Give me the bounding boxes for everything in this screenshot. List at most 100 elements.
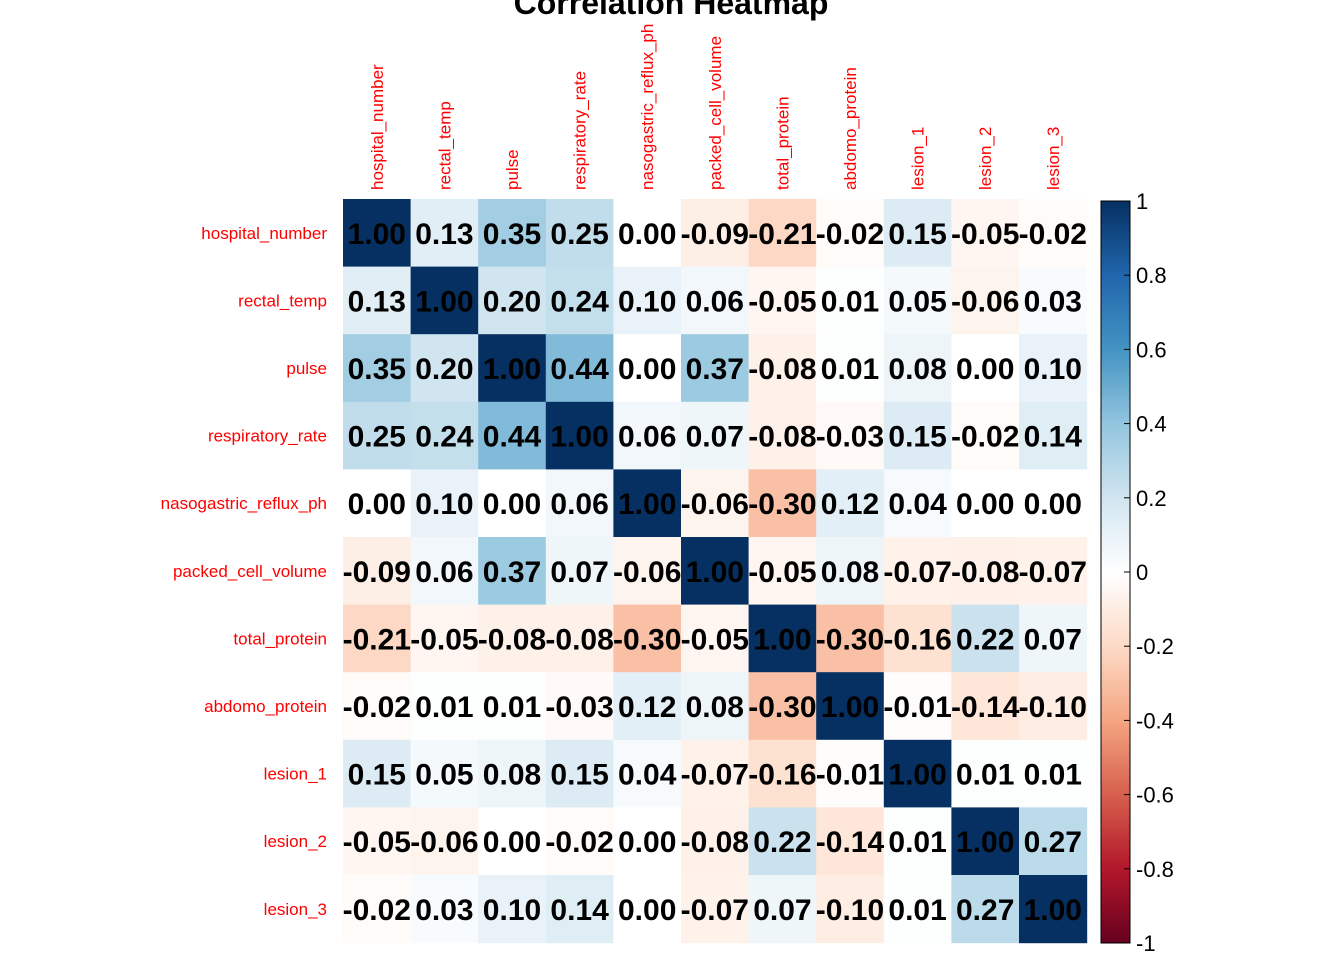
row-label-hospital_number: hospital_number bbox=[201, 224, 327, 243]
heatmap-cell bbox=[545, 401, 614, 470]
heatmap-cell bbox=[816, 401, 885, 470]
heatmap-cell bbox=[613, 604, 682, 673]
heatmap-cell bbox=[1019, 469, 1088, 538]
heatmap-cell bbox=[748, 604, 817, 673]
cell-value-label: -0.30 bbox=[816, 623, 884, 656]
cell-value-label: 0.35 bbox=[483, 218, 541, 251]
heatmap-cell bbox=[545, 739, 614, 808]
cell-value-label: 0.15 bbox=[550, 759, 608, 792]
cell-value-label: 0.15 bbox=[888, 218, 946, 251]
heatmap-cell bbox=[883, 807, 952, 876]
heatmap-cell bbox=[681, 401, 750, 470]
cell-value-label: 0.00 bbox=[1024, 488, 1082, 521]
heatmap-cell bbox=[545, 537, 614, 606]
heatmap-cell bbox=[951, 875, 1020, 944]
heatmap-cell bbox=[478, 739, 547, 808]
row-label-nasogastric_reflux_ph: nasogastric_reflux_ph bbox=[161, 494, 327, 513]
cell-value-label: 0.10 bbox=[483, 894, 541, 927]
cell-value-label: -0.06 bbox=[681, 488, 749, 521]
heatmap-cell bbox=[478, 807, 547, 876]
heatmap-cell bbox=[816, 739, 885, 808]
cell-value-label: 0.01 bbox=[1024, 759, 1082, 792]
cell-value-label: -0.06 bbox=[951, 285, 1019, 318]
heatmap-cell bbox=[681, 199, 750, 268]
heatmap-cell bbox=[883, 739, 952, 808]
cell-value-label: -0.02 bbox=[545, 826, 613, 859]
heatmap-cell bbox=[1019, 334, 1088, 403]
cell-value-label: -0.05 bbox=[343, 826, 411, 859]
heatmap-cell bbox=[410, 875, 479, 944]
cell-value-label: -0.07 bbox=[883, 556, 951, 589]
cell-value-label: 0.06 bbox=[415, 556, 473, 589]
colorbar-tick-label: 0.8 bbox=[1136, 263, 1167, 288]
cell-value-label: 0.00 bbox=[956, 353, 1014, 386]
cell-value-label: -0.14 bbox=[816, 826, 885, 859]
cell-value-label: -0.30 bbox=[613, 623, 681, 656]
cell-value-label: -0.03 bbox=[816, 421, 884, 454]
row-label-packed_cell_volume: packed_cell_volume bbox=[173, 562, 327, 581]
cell-value-label: 0.00 bbox=[618, 218, 676, 251]
cell-value-label: 0.01 bbox=[956, 759, 1014, 792]
heatmap-cell bbox=[545, 604, 614, 673]
heatmap-cell bbox=[816, 807, 885, 876]
cell-value-label: 0.07 bbox=[686, 421, 744, 454]
heatmap-cell bbox=[410, 401, 479, 470]
heatmap-cell bbox=[478, 199, 547, 268]
cell-value-label: -0.30 bbox=[748, 691, 816, 724]
heatmap-cell bbox=[681, 875, 750, 944]
cell-value-label: -0.05 bbox=[748, 556, 816, 589]
heatmap-cell bbox=[883, 401, 952, 470]
cell-value-label: -0.02 bbox=[951, 421, 1019, 454]
cell-value-label: -0.01 bbox=[816, 759, 884, 792]
heatmap-cell bbox=[681, 604, 750, 673]
cell-value-label: 0.20 bbox=[415, 353, 473, 386]
colorbar-tick-label: -0.2 bbox=[1136, 634, 1174, 659]
cell-value-label: -0.08 bbox=[545, 623, 613, 656]
heatmap-cell bbox=[1019, 672, 1088, 741]
cell-value-label: 0.22 bbox=[753, 826, 811, 859]
cell-value-label: 0.44 bbox=[550, 353, 609, 386]
heatmap-cell bbox=[748, 739, 817, 808]
heatmap-cell bbox=[951, 739, 1020, 808]
cell-value-label: -0.07 bbox=[681, 894, 749, 927]
column-label-lesion_3: lesion_3 bbox=[1044, 127, 1063, 190]
cell-value-label: 0.06 bbox=[550, 488, 608, 521]
column-labels: hospital_number rectal_temp pulse respirato… bbox=[368, 24, 1063, 190]
cell-value-label: 0.07 bbox=[753, 894, 811, 927]
cell-value-label: -0.10 bbox=[1019, 691, 1087, 724]
cell-value-label: 0.01 bbox=[888, 826, 946, 859]
cell-value-label: 0.03 bbox=[1024, 285, 1082, 318]
heatmap-cell bbox=[748, 401, 817, 470]
heatmap-cells: 1.00 0.13 0.35 0.25 0.00 -0.09 -0.21 -0.02 0.15-… bbox=[343, 199, 1088, 944]
cell-value-label: -0.02 bbox=[343, 691, 411, 724]
heatmap-cell bbox=[951, 266, 1020, 335]
cell-value-label: -0.08 bbox=[681, 826, 749, 859]
cell-value-label: -0.30 bbox=[748, 488, 816, 521]
heatmap-cell bbox=[343, 875, 412, 944]
colorbar-tick-label: -0.4 bbox=[1136, 708, 1174, 733]
heatmap-cell bbox=[613, 266, 682, 335]
heatmap-cell bbox=[816, 266, 885, 335]
heatmap-cell bbox=[681, 266, 750, 335]
heatmap-cell bbox=[343, 604, 412, 673]
heatmap-cell bbox=[545, 875, 614, 944]
heatmap-cell bbox=[1019, 266, 1088, 335]
cell-value-label: 0.00 bbox=[483, 488, 541, 521]
heatmap-cell bbox=[681, 672, 750, 741]
cell-value-label: -0.08 bbox=[748, 353, 816, 386]
cell-value-label: 0.08 bbox=[686, 691, 744, 724]
row-label-lesion_2: lesion_2 bbox=[264, 832, 327, 851]
row-label-pulse: pulse bbox=[286, 359, 327, 378]
cell-value-label: 0.03 bbox=[415, 894, 473, 927]
row-label-total_protein: total_protein bbox=[233, 629, 327, 648]
heatmap-cell bbox=[343, 537, 412, 606]
heatmap-cell bbox=[883, 604, 952, 673]
cell-value-label: 0.00 bbox=[348, 488, 406, 521]
cell-value-label: -0.05 bbox=[681, 623, 749, 656]
heatmap-cell bbox=[410, 672, 479, 741]
cell-value-label: 0.10 bbox=[618, 285, 676, 318]
cell-value-label: -0.02 bbox=[1019, 218, 1087, 251]
colorbar-tick-label: 0.2 bbox=[1136, 486, 1167, 511]
cell-value-label: 0.08 bbox=[888, 353, 946, 386]
